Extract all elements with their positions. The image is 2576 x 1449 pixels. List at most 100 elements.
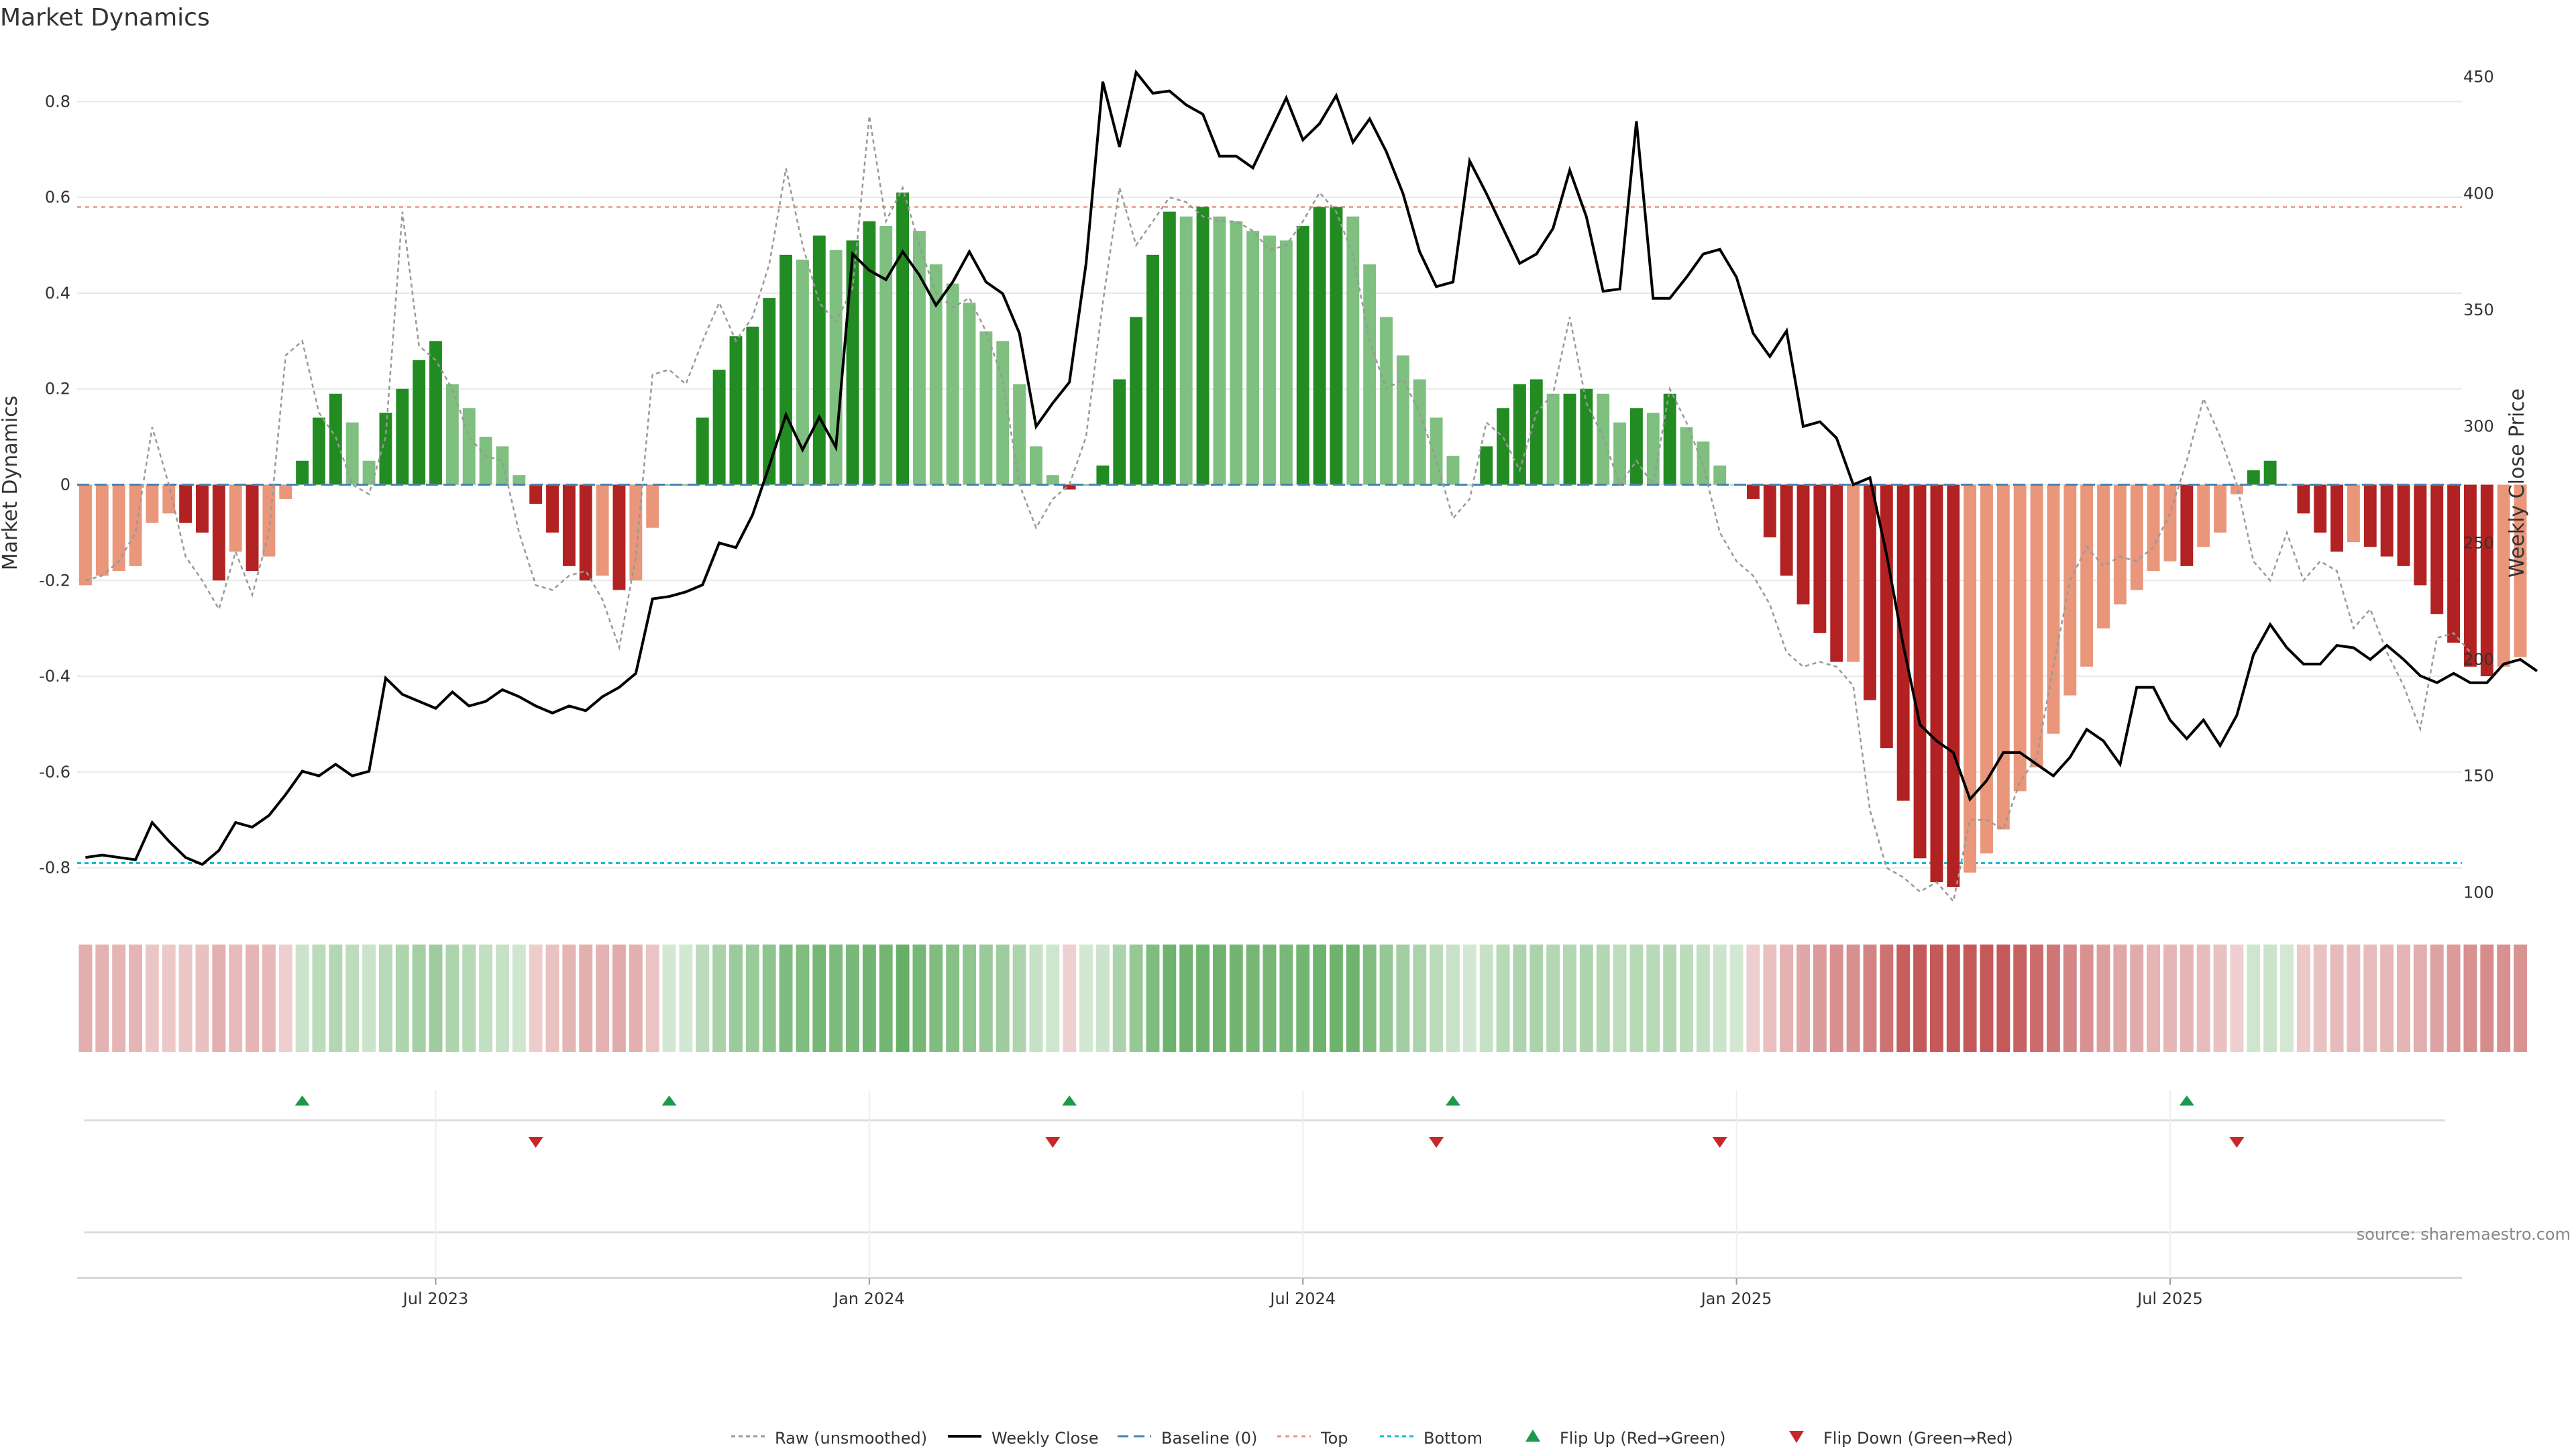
heat-cell bbox=[596, 945, 610, 1052]
heat-cell bbox=[1529, 945, 1544, 1052]
market-dynamics-bar bbox=[1646, 413, 1660, 485]
market-dynamics-bar bbox=[596, 484, 609, 576]
heat-cell bbox=[2013, 945, 2027, 1052]
market-dynamics-bar bbox=[1930, 484, 1943, 883]
heat-cell bbox=[1646, 945, 1660, 1052]
market-dynamics-bar bbox=[1363, 264, 1377, 485]
heat-cell bbox=[1212, 945, 1226, 1052]
market-dynamics-bar bbox=[1413, 379, 1426, 485]
market-dynamics-bar bbox=[2263, 460, 2277, 485]
heat-cell bbox=[1462, 945, 1477, 1052]
heat-cell bbox=[378, 945, 392, 1052]
heat-cell bbox=[1263, 945, 1277, 1052]
market-dynamics-bar bbox=[2097, 484, 2110, 629]
left-tick-label: 0.2 bbox=[45, 380, 70, 398]
market-dynamics-bar bbox=[2147, 484, 2160, 571]
heat-cell bbox=[1362, 945, 1377, 1052]
market-dynamics-bar bbox=[279, 484, 292, 499]
series-lines bbox=[77, 69, 2538, 904]
heat-cell bbox=[529, 945, 543, 1052]
heat-cell bbox=[112, 945, 126, 1052]
heat-cell bbox=[896, 945, 910, 1052]
heat-cell bbox=[212, 945, 226, 1052]
market-dynamics-bar bbox=[1796, 484, 1810, 604]
market-dynamics-bar bbox=[2497, 484, 2510, 667]
heat-cell bbox=[2347, 945, 2361, 1052]
market-dynamics-bar bbox=[1313, 207, 1326, 485]
heat-cell bbox=[2030, 945, 2044, 1052]
heat-cell bbox=[1880, 945, 1894, 1052]
right-tick-label: 200 bbox=[2463, 650, 2494, 669]
heat-cell bbox=[312, 945, 326, 1052]
heat-cell bbox=[1146, 945, 1160, 1052]
market-dynamics-bar bbox=[879, 226, 893, 485]
x-tick-label: Jul 2025 bbox=[2136, 1289, 2203, 1308]
market-dynamics-bar bbox=[2297, 484, 2310, 514]
heat-cell bbox=[195, 945, 209, 1052]
market-dynamics-bar bbox=[579, 484, 592, 581]
heat-cell bbox=[1596, 945, 1610, 1052]
x-tick-label: Jul 2023 bbox=[402, 1289, 469, 1308]
market-dynamics-bar bbox=[445, 384, 459, 485]
heat-cell bbox=[1346, 945, 1360, 1052]
heat-cell bbox=[1796, 945, 1810, 1052]
heat-cell bbox=[1846, 945, 1860, 1052]
heat-cell bbox=[1112, 945, 1126, 1052]
market-dynamics-bar bbox=[2397, 484, 2410, 566]
market-dynamics-bar bbox=[313, 417, 325, 485]
market-dynamics-bar bbox=[746, 326, 759, 485]
market-dynamics-bar bbox=[2347, 484, 2360, 543]
market-dynamics-bar bbox=[946, 283, 959, 485]
left-tick-label: 0 bbox=[60, 476, 70, 494]
left-tick-label: -0.4 bbox=[39, 667, 70, 686]
market-dynamics-bar bbox=[2363, 484, 2377, 547]
market-dynamics-bar bbox=[1396, 355, 1409, 485]
heat-cell bbox=[462, 945, 476, 1052]
market-dynamics-bar bbox=[963, 303, 976, 485]
market-dynamics-bar bbox=[2414, 484, 2427, 586]
source-note: source: sharemaestro.com bbox=[2357, 1225, 2571, 1244]
right-tick-label: 400 bbox=[2463, 184, 2494, 203]
market-dynamics-bar bbox=[296, 460, 309, 485]
heat-cell bbox=[562, 945, 576, 1052]
market-dynamics-bar bbox=[2380, 484, 2394, 557]
market-dynamics-bar bbox=[2247, 470, 2260, 485]
market-dynamics-bar bbox=[379, 413, 392, 485]
heat-cell bbox=[1279, 945, 1293, 1052]
legend-flip-down-swatch bbox=[1789, 1431, 1804, 1443]
heat-cell bbox=[1079, 945, 1093, 1052]
legend-label: Weekly Close bbox=[991, 1429, 1099, 1448]
heat-cell bbox=[2247, 945, 2261, 1052]
heat-cell bbox=[912, 945, 926, 1052]
market-dynamics-bar bbox=[812, 235, 826, 485]
market-dynamics-bar bbox=[1096, 465, 1110, 485]
heat-cell bbox=[1663, 945, 1677, 1052]
heat-cell bbox=[879, 945, 893, 1052]
heat-cell bbox=[2363, 945, 2377, 1052]
heat-cell bbox=[445, 945, 460, 1052]
heat-cell bbox=[1129, 945, 1143, 1052]
market-dynamics-bar bbox=[1430, 417, 1443, 485]
heat-cell bbox=[1479, 945, 1493, 1052]
heat-cell bbox=[1179, 945, 1193, 1052]
heat-cell bbox=[1696, 945, 1710, 1052]
raw-unsmoothed-line bbox=[85, 115, 2471, 904]
heat-cell bbox=[929, 945, 943, 1052]
heat-cell bbox=[412, 945, 426, 1052]
heat-cell bbox=[162, 945, 176, 1052]
market-dynamics-bar bbox=[78, 484, 92, 586]
heat-cell bbox=[1579, 945, 1593, 1052]
heat-cell bbox=[1929, 945, 1943, 1052]
market-dynamics-bar bbox=[996, 341, 1010, 485]
heat-cell bbox=[696, 945, 710, 1052]
heat-cell bbox=[762, 945, 776, 1052]
x-axis: Jul 2023 Jan 2024 Jul 2024 Jan 2025 Jul 2025 bbox=[77, 1090, 2462, 1308]
heat-cell bbox=[1829, 945, 1843, 1052]
heat-cell bbox=[2163, 945, 2177, 1052]
market-dynamics-bar bbox=[229, 484, 242, 552]
market-dynamics-bar bbox=[212, 484, 225, 581]
heat-cell bbox=[862, 945, 876, 1052]
heat-cell bbox=[629, 945, 643, 1052]
heat-cell bbox=[1446, 945, 1460, 1052]
